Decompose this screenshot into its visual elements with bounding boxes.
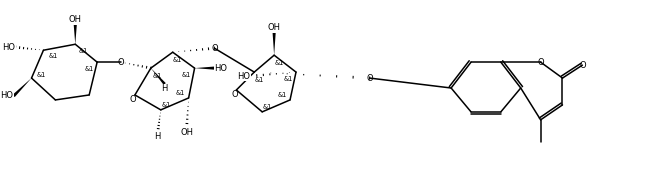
Text: &1: &1 <box>37 72 46 78</box>
Polygon shape <box>12 78 31 97</box>
Text: HO: HO <box>1 92 14 101</box>
Text: &1: &1 <box>84 66 94 72</box>
Text: &1: &1 <box>152 73 161 79</box>
Text: O: O <box>129 95 136 104</box>
Polygon shape <box>194 67 214 70</box>
Text: &1: &1 <box>278 92 287 98</box>
Text: HO: HO <box>3 43 16 52</box>
Text: &1: &1 <box>263 104 272 110</box>
Text: &1: &1 <box>161 102 170 108</box>
Text: &1: &1 <box>79 48 88 54</box>
Text: &1: &1 <box>255 77 264 83</box>
Text: O: O <box>579 61 586 70</box>
Polygon shape <box>272 32 276 55</box>
Text: HO: HO <box>214 64 227 73</box>
Polygon shape <box>73 24 77 44</box>
Text: &1: &1 <box>173 57 182 63</box>
Text: OH: OH <box>69 15 82 24</box>
Text: &1: &1 <box>182 72 191 78</box>
Text: O: O <box>538 58 544 67</box>
Text: H: H <box>155 132 161 141</box>
Text: O: O <box>118 58 124 67</box>
Text: HO: HO <box>237 72 250 81</box>
Text: OH: OH <box>268 23 281 32</box>
Text: H: H <box>162 84 168 93</box>
Polygon shape <box>151 68 166 85</box>
Text: &1: &1 <box>283 76 292 82</box>
Text: &1: &1 <box>49 53 58 59</box>
Text: O: O <box>367 74 373 82</box>
Text: O: O <box>231 90 238 99</box>
Text: O: O <box>211 44 218 53</box>
Text: OH: OH <box>180 128 193 137</box>
Text: &1: &1 <box>274 60 284 66</box>
Text: &1: &1 <box>176 90 185 96</box>
